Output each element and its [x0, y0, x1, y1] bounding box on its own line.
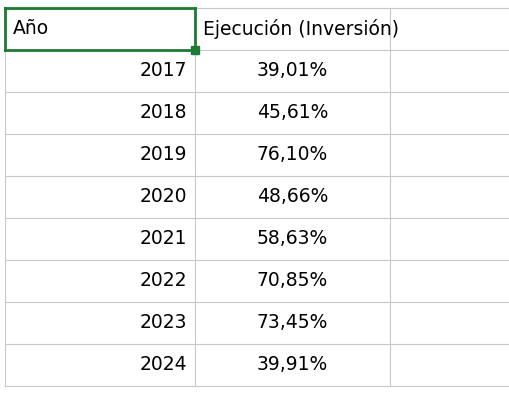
Text: 39,01%: 39,01% [257, 61, 327, 81]
Text: Ejecución (Inversión): Ejecución (Inversión) [203, 19, 398, 39]
Text: 2024: 2024 [139, 355, 187, 375]
Text: 2017: 2017 [139, 61, 187, 81]
Text: 76,10%: 76,10% [257, 145, 327, 165]
Text: 2021: 2021 [139, 229, 187, 249]
Text: 48,66%: 48,66% [257, 187, 328, 207]
Text: 2023: 2023 [139, 313, 187, 333]
Bar [191, 46, 199, 54]
Text: 58,63%: 58,63% [257, 229, 327, 249]
Text: Año: Año [13, 19, 49, 39]
Text: 73,45%: 73,45% [257, 313, 328, 333]
Text: 45,61%: 45,61% [257, 103, 328, 123]
Text: 2020: 2020 [139, 187, 187, 207]
Text: 2018: 2018 [139, 103, 187, 123]
Text: 39,91%: 39,91% [257, 355, 327, 375]
Text: 2019: 2019 [139, 145, 187, 165]
Text: 70,85%: 70,85% [257, 271, 327, 291]
Text: 2022: 2022 [139, 271, 187, 291]
